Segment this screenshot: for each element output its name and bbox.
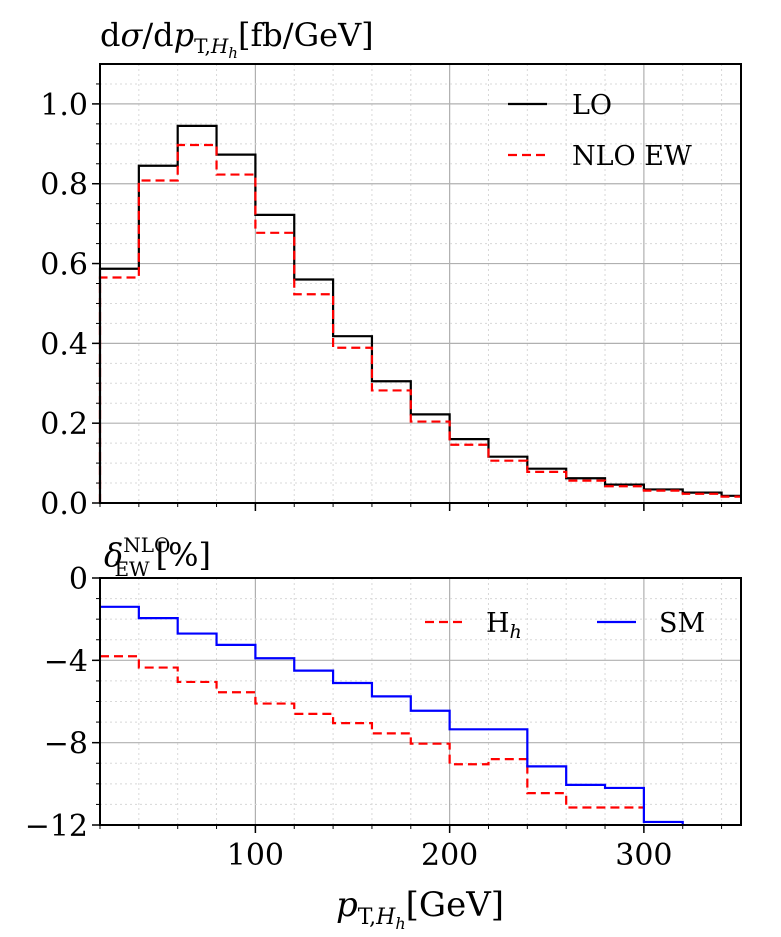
bottom-panel-series: [100, 605, 684, 825]
series-line-h: [100, 655, 644, 809]
y-tick-label: 0.2: [40, 407, 88, 442]
legend-entry: NLO EW: [508, 141, 692, 172]
top-panel-ticks: 0.0 0.2 0.4 0.6 0.8 1.0: [40, 83, 723, 522]
y-tick-label: 0.0: [40, 487, 88, 522]
x-tick-label: 100: [227, 838, 284, 873]
legend-label: SM: [659, 608, 705, 639]
legend-entry: Hh: [425, 608, 522, 643]
bottom-panel-legend: Hh SM: [425, 608, 705, 643]
y-tick-label: 1.0: [40, 88, 88, 123]
legend-label: NLO EW: [572, 141, 692, 172]
y-tick-label: 0.6: [40, 248, 88, 283]
bottom-panel-title: δNLO EW [%]: [104, 533, 211, 581]
y-tick-label: 0.8: [40, 168, 88, 203]
legend-label: LO: [572, 90, 612, 121]
series-line-lo: [98, 124, 741, 503]
series-line-nlo-ew: [98, 143, 741, 503]
y-tick-label: −4: [44, 644, 88, 679]
x-axis-label: pT,Hh[GeV]: [336, 885, 504, 933]
bottom-panel-ticks: 0 −4 −8 −12 100 200 300: [25, 562, 723, 873]
bottom-panel-frame: [99, 577, 742, 826]
top-panel-legend: LO NLO EW: [508, 90, 692, 172]
top-panel-series: [98, 124, 741, 503]
legend-label: Hh: [486, 608, 522, 643]
x-tick-label: 300: [615, 838, 672, 873]
legend-entry: SM: [597, 608, 705, 639]
top-panel-frame: [99, 63, 742, 504]
y-tick-label: −12: [25, 809, 88, 844]
y-tick-label: 0.4: [40, 327, 88, 362]
y-tick-label: −8: [44, 727, 88, 762]
series-line-sm: [100, 605, 684, 825]
x-tick-label: 200: [421, 838, 478, 873]
top-panel-title: dσ/dpT,Hh[fb/GeV]: [100, 16, 374, 62]
legend-entry: LO: [508, 90, 612, 121]
top-panel-grid: [99, 64, 741, 504]
y-tick-label: 0: [69, 562, 88, 597]
